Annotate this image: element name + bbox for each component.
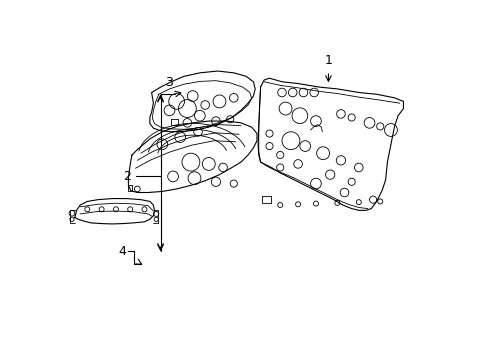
Text: 2: 2	[123, 170, 131, 183]
Text: 4: 4	[118, 245, 125, 258]
Text: 1: 1	[324, 54, 332, 67]
Text: 3: 3	[165, 76, 173, 89]
